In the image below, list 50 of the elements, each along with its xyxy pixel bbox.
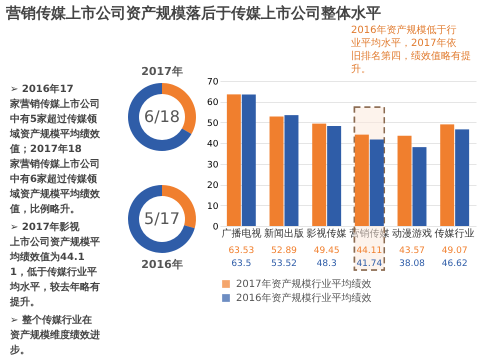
x-tick-label: 广播电视 xyxy=(221,228,262,240)
bar xyxy=(354,134,369,226)
data-label: 41.74 xyxy=(356,259,382,269)
x-tick-label: 传媒行业 xyxy=(434,228,475,240)
bar xyxy=(398,136,412,226)
text: ➢ 整个传媒行业在资产规模维度绩效进步。 xyxy=(9,314,100,356)
y-tick-label: 20 xyxy=(207,181,219,192)
data-label: 44.11 xyxy=(356,246,382,256)
y-tick-label: 40 xyxy=(207,140,219,150)
legend-label: 2017年资产规模行业平均绩效 xyxy=(236,278,372,290)
bar xyxy=(440,124,454,226)
bar xyxy=(455,129,470,226)
bar xyxy=(312,124,326,226)
x-tick-label: 新闻出版 xyxy=(264,228,304,240)
data-label: 49.45 xyxy=(314,246,340,256)
y-tick-label: 60 xyxy=(207,98,219,108)
text: 2016年 xyxy=(141,258,183,271)
bar xyxy=(327,126,342,226)
bar xyxy=(242,94,256,226)
text: ➢ 2016年17家营销传媒上市公司中有5家超过传媒领域资产规模平均绩效值；2017年18家营销传媒上市公司中有6家超过传媒领域资产规模平均绩效值，比例略升。 xyxy=(10,84,100,215)
bar xyxy=(370,140,384,226)
y-tick-label: 30 xyxy=(207,160,219,170)
text: 2016年资产规模低于行业平均水平，2017年依旧排名第四，绩效值略有提升。 xyxy=(351,24,471,75)
chart-title: 2017年 xyxy=(141,65,183,78)
data-label: 52.89 xyxy=(271,246,298,256)
text: 营销传媒上市公司资产规模落后于传媒上市公司整体水平 xyxy=(5,4,381,22)
y-tick-label: 10 xyxy=(207,202,219,212)
donut-slice xyxy=(128,83,192,151)
data-label: 63.53 xyxy=(228,246,254,256)
data-label: 46.62 xyxy=(442,259,468,269)
x-tick-label: 动漫游戏 xyxy=(392,228,432,240)
y-tick-label: 70 xyxy=(207,78,219,88)
bar xyxy=(270,116,284,226)
text: ➢ 2017年影视上市公司资产规模平均绩效值为44.11，低于传媒行业平均水平，较去年略有提升。 xyxy=(9,221,100,308)
bar xyxy=(284,115,298,226)
legend-label: 2016年资产规模行业平均绩效 xyxy=(236,292,372,304)
y-tick-label: 50 xyxy=(207,118,219,129)
data-label: 43.57 xyxy=(399,246,425,256)
data-label: 49.07 xyxy=(442,246,468,256)
y-tick-label: 0 xyxy=(212,222,219,232)
data-label: 38.08 xyxy=(399,259,426,269)
data-label: 53.52 xyxy=(271,259,297,269)
data-label: 48.3 xyxy=(316,259,337,269)
bar xyxy=(412,147,426,226)
text: 5/17 xyxy=(144,209,180,228)
data-label: 63.5 xyxy=(231,259,252,269)
bar xyxy=(226,94,241,226)
text: 6/18 xyxy=(144,107,180,126)
donut-slice xyxy=(128,185,195,253)
x-tick-label: 影视传媒 xyxy=(306,228,347,240)
